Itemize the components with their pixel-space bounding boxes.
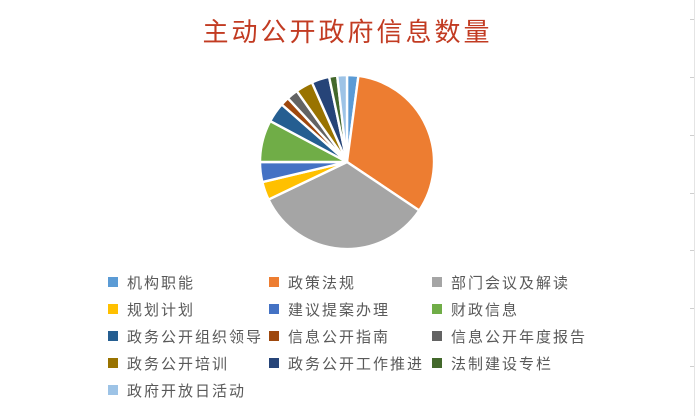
legend-label: 政策法规	[288, 275, 357, 292]
legend-swatch	[108, 385, 118, 395]
edge-tick	[690, 308, 694, 309]
pie-slice[interactable]	[267, 160, 421, 251]
legend-label: 信息公开年度报告	[451, 329, 588, 346]
edge-tick	[690, 193, 694, 194]
edge-tick	[690, 250, 694, 251]
legend-label: 规划计划	[127, 302, 196, 319]
edge-tick	[690, 77, 694, 78]
legend-item[interactable]: 信息公开指南	[269, 327, 391, 346]
legend-swatch	[432, 331, 442, 341]
legend-label: 机构职能	[127, 275, 196, 292]
edge-tick	[690, 19, 694, 20]
legend-item[interactable]: 部门会议及解读	[432, 273, 571, 292]
pie-chart[interactable]	[247, 62, 447, 262]
legend-swatch	[108, 358, 118, 368]
legend-item[interactable]: 政务公开工作推进	[269, 354, 425, 373]
legend-swatch	[432, 358, 442, 368]
legend-label: 法制建设专栏	[451, 356, 554, 373]
legend-swatch	[269, 331, 279, 341]
pie-slice[interactable]	[335, 73, 349, 164]
pie-slice[interactable]	[345, 74, 436, 212]
legend-swatch	[108, 331, 118, 341]
legend-swatch	[269, 304, 279, 314]
legend-item[interactable]: 财政信息	[432, 300, 520, 319]
legend-swatch	[108, 277, 118, 287]
legend-item[interactable]: 规划计划	[108, 300, 196, 319]
legend-item[interactable]: 政府开放日活动	[108, 381, 247, 400]
legend-swatch	[108, 304, 118, 314]
legend-item[interactable]: 机构职能	[108, 273, 196, 292]
legend-label: 政务公开工作推进	[288, 356, 425, 373]
legend-item[interactable]: 法制建设专栏	[432, 354, 554, 373]
legend-swatch	[269, 277, 279, 287]
legend-label: 政务公开培训	[127, 356, 230, 373]
legend-swatch	[432, 277, 442, 287]
legend-item[interactable]: 政务公开培训	[108, 354, 230, 373]
legend-item[interactable]: 信息公开年度报告	[432, 327, 588, 346]
legend-label: 政府开放日活动	[127, 383, 247, 400]
legend-label: 部门会议及解读	[451, 275, 571, 292]
legend-item[interactable]: 政务公开组织领导	[108, 327, 264, 346]
legend-label: 建议提案办理	[288, 302, 391, 319]
legend-label: 财政信息	[451, 302, 520, 319]
edge-tick	[690, 135, 694, 136]
legend-label: 信息公开指南	[288, 329, 391, 346]
legend-swatch	[269, 358, 279, 368]
edge-tick	[690, 366, 694, 367]
legend-label: 政务公开组织领导	[127, 329, 264, 346]
legend-item[interactable]: 建议提案办理	[269, 300, 391, 319]
chart-title: 主动公开政府信息数量	[202, 18, 493, 47]
legend-item[interactable]: 政策法规	[269, 273, 357, 292]
legend-swatch	[432, 304, 442, 314]
